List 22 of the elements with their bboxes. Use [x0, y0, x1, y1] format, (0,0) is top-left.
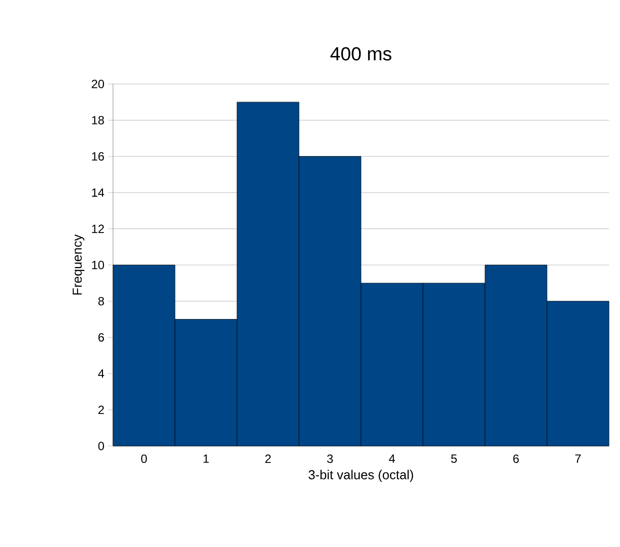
- y-tick-label: 0: [98, 442, 104, 450]
- chart-title: 400 ms: [330, 47, 392, 60]
- y-tick-label: 12: [92, 224, 104, 233]
- x-tick-label: 3: [327, 454, 333, 463]
- x-tick-label: 0: [141, 454, 147, 463]
- x-tick-label: 7: [575, 454, 581, 463]
- y-tick-label: 16: [92, 152, 104, 161]
- y-tick-label: 18: [92, 116, 104, 124]
- y-tick-label: 14: [92, 188, 104, 197]
- x-tick-label: 5: [451, 454, 457, 463]
- x-tick-label: 4: [388, 454, 395, 463]
- x-tick-label: 1: [204, 454, 209, 463]
- x-axis-title: 3-bit values (octal): [308, 470, 414, 482]
- x-tick-label: 2: [265, 454, 271, 463]
- y-tick-label: 6: [98, 333, 104, 342]
- y-tick-label: 2: [98, 406, 104, 414]
- y-tick-label: 4: [98, 369, 104, 378]
- y-tick-label: 8: [98, 296, 104, 306]
- y-tick-label: 10: [92, 260, 104, 270]
- y-axis-title: Frequency: [72, 234, 84, 295]
- x-tick-label: 6: [513, 454, 519, 463]
- y-tick-label: 20: [92, 80, 104, 88]
